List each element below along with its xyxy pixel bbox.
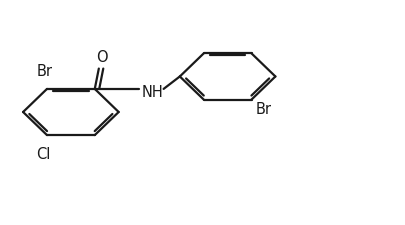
Text: NH: NH bbox=[141, 84, 163, 99]
Text: Br: Br bbox=[256, 102, 272, 117]
Text: Cl: Cl bbox=[36, 147, 50, 162]
Text: O: O bbox=[96, 50, 108, 65]
Text: Br: Br bbox=[37, 63, 53, 78]
